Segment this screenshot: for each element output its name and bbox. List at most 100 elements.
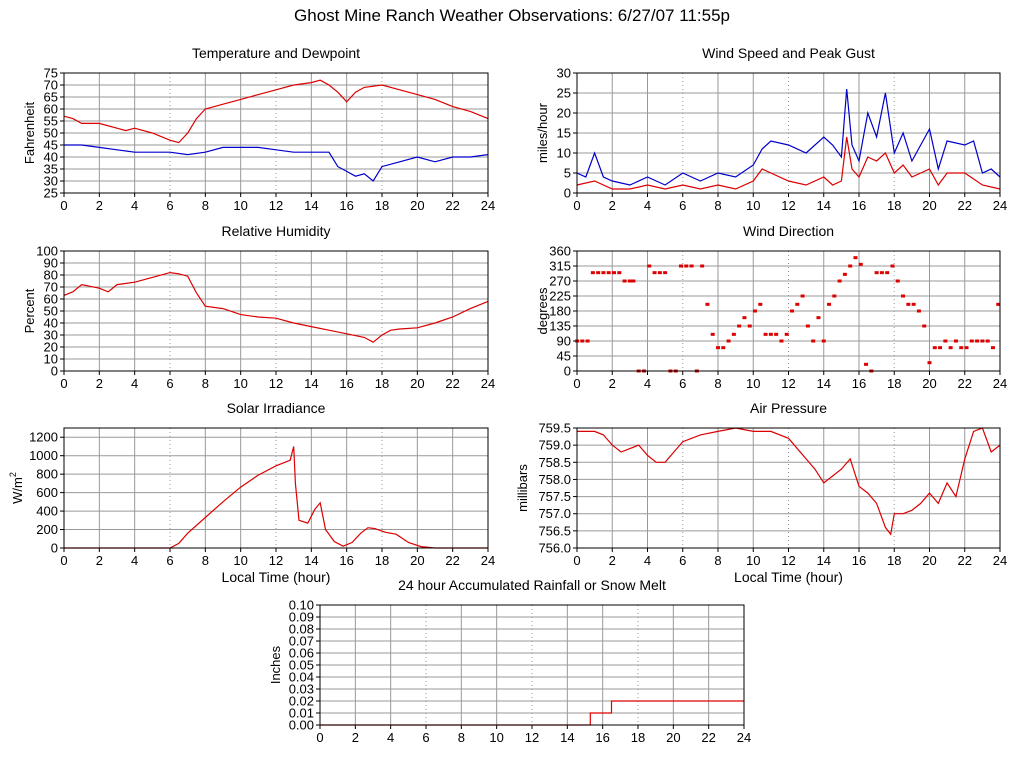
temp-xtick-label-9: 18 xyxy=(375,198,389,213)
solar-xlabel: Local Time (hour) xyxy=(222,569,331,585)
direction-point-80 xyxy=(996,302,1001,306)
temp-ytick-label-1: 30 xyxy=(44,174,58,189)
pressure-xtick-label-11: 22 xyxy=(958,553,972,568)
pressure-xtick-label-12: 24 xyxy=(993,553,1007,568)
rain-xtick-label-4: 8 xyxy=(458,730,465,745)
humidity-frame xyxy=(63,250,489,372)
direction-point-64 xyxy=(911,302,916,306)
wind-xtick-label-2: 4 xyxy=(644,198,651,213)
direction-point-21 xyxy=(684,264,689,268)
pressure-ytick-label-7: 759.5 xyxy=(538,421,571,436)
temp-xtick-label-5: 10 xyxy=(233,198,247,213)
direction-point-75 xyxy=(969,339,974,343)
direction-xtick-label-10: 20 xyxy=(922,376,936,391)
solar-title: Solar Irradiance xyxy=(227,400,326,416)
direction-point-54 xyxy=(858,262,863,266)
humidity-xtick-label-1: 2 xyxy=(96,376,103,391)
pressure-xtick-label-7: 14 xyxy=(817,553,831,568)
humidity-ytick-label-10: 100 xyxy=(36,244,58,259)
direction-point-43 xyxy=(800,294,805,298)
direction-point-28 xyxy=(721,346,726,350)
direction-point-46 xyxy=(816,316,821,320)
solar-xtick-label-5: 10 xyxy=(233,553,247,568)
wind-xtick-label-10: 20 xyxy=(922,198,936,213)
solar-xtick-label-9: 18 xyxy=(375,553,389,568)
solar-frame xyxy=(63,427,489,549)
wind-xtick-label-0: 0 xyxy=(573,198,580,213)
direction-point-74 xyxy=(964,346,969,350)
humidity-xtick-label-6: 12 xyxy=(269,376,283,391)
rain-xtick-label-0: 0 xyxy=(316,730,323,745)
rain-ytick-label-1: 0.01 xyxy=(289,706,314,721)
wind-ytick-label-6: 30 xyxy=(557,66,571,81)
wind-ytick-label-0: 0 xyxy=(564,186,571,201)
pressure-xtick-label-4: 8 xyxy=(714,553,721,568)
temp-ytick-label-0: 25 xyxy=(44,186,58,201)
direction-point-40 xyxy=(784,332,789,336)
solar-xtick-label-3: 6 xyxy=(166,553,173,568)
direction-point-49 xyxy=(832,294,837,298)
direction-point-39 xyxy=(779,339,784,343)
rain-xtick-label-6: 12 xyxy=(525,730,539,745)
rain-ytick-label-5: 0.05 xyxy=(289,658,314,673)
direction-ytick-label-5: 225 xyxy=(549,289,571,304)
solar-xtick-label-6: 12 xyxy=(269,553,283,568)
humidity-chart: Relative Humidity01020304050607080901000… xyxy=(22,223,495,391)
rain-ytick-label-10: 0.10 xyxy=(289,598,314,613)
temp-xtick-label-4: 8 xyxy=(202,198,209,213)
direction-point-14 xyxy=(647,264,652,268)
direction-xtick-label-5: 10 xyxy=(746,376,760,391)
direction-point-76 xyxy=(975,339,980,343)
direction-point-6 xyxy=(606,271,611,275)
temp-ytick-label-2: 35 xyxy=(44,162,58,177)
temp-chart: Temperature and Dewpoint2530354045505560… xyxy=(22,45,495,213)
rain-ytick-label-8: 0.08 xyxy=(289,622,314,637)
direction-point-26 xyxy=(710,332,715,336)
direction-point-71 xyxy=(948,346,953,350)
wind-ytick-label-5: 25 xyxy=(557,86,571,101)
direction-point-58 xyxy=(879,271,884,275)
wind-xtick-label-4: 8 xyxy=(714,198,721,213)
temp-ylabel: Fahrenheit xyxy=(22,102,37,165)
wind-ytick-label-3: 15 xyxy=(557,126,571,141)
wind-xtick-label-5: 10 xyxy=(746,198,760,213)
direction-point-36 xyxy=(763,332,768,336)
direction-xtick-label-2: 4 xyxy=(644,376,651,391)
direction-point-70 xyxy=(943,339,948,343)
pressure-xtick-label-0: 0 xyxy=(573,553,580,568)
pressure-xtick-label-2: 4 xyxy=(644,553,651,568)
solar-ytick-label-3: 600 xyxy=(36,485,58,500)
direction-point-9 xyxy=(622,279,627,283)
solar-xtick-label-12: 24 xyxy=(481,553,495,568)
rain-frame xyxy=(319,604,745,726)
pressure-series-0 xyxy=(577,427,1001,536)
humidity-ylabel: Percent xyxy=(22,288,37,333)
solar-ytick-label-2: 400 xyxy=(36,504,58,519)
wind-xtick-label-8: 16 xyxy=(852,198,866,213)
rain-xtick-label-8: 16 xyxy=(595,730,609,745)
humidity-title: Relative Humidity xyxy=(222,223,331,239)
wind-ytick-label-1: 5 xyxy=(564,166,571,181)
solar-xtick-label-7: 14 xyxy=(304,553,318,568)
wind-frame xyxy=(576,72,1001,194)
direction-frame xyxy=(576,250,1001,372)
pressure-ytick-label-1: 756.5 xyxy=(538,523,571,538)
solar-series-0 xyxy=(64,446,488,549)
direction-point-11 xyxy=(631,279,636,283)
humidity-ytick-label-0: 0 xyxy=(51,364,58,379)
pressure-ytick-label-6: 759.0 xyxy=(538,438,571,453)
wind-ytick-label-4: 20 xyxy=(557,106,571,121)
temp-xtick-label-2: 4 xyxy=(131,198,138,213)
pressure-chart: Air Pressure 756.0 756.5 757.0 757.5 758.0 758… xyxy=(515,400,1007,585)
wind-ytick-label-2: 10 xyxy=(557,146,571,161)
temp-ytick-label-6: 55 xyxy=(44,114,58,129)
direction-point-32 xyxy=(742,316,747,320)
humidity-xtick-label-2: 4 xyxy=(131,376,138,391)
pressure-frame xyxy=(576,427,1001,549)
direction-xtick-label-3: 6 xyxy=(679,376,686,391)
direction-point-16 xyxy=(657,271,662,275)
direction-xtick-label-8: 16 xyxy=(852,376,866,391)
direction-point-45 xyxy=(811,339,816,343)
direction-xtick-label-12: 24 xyxy=(993,376,1007,391)
